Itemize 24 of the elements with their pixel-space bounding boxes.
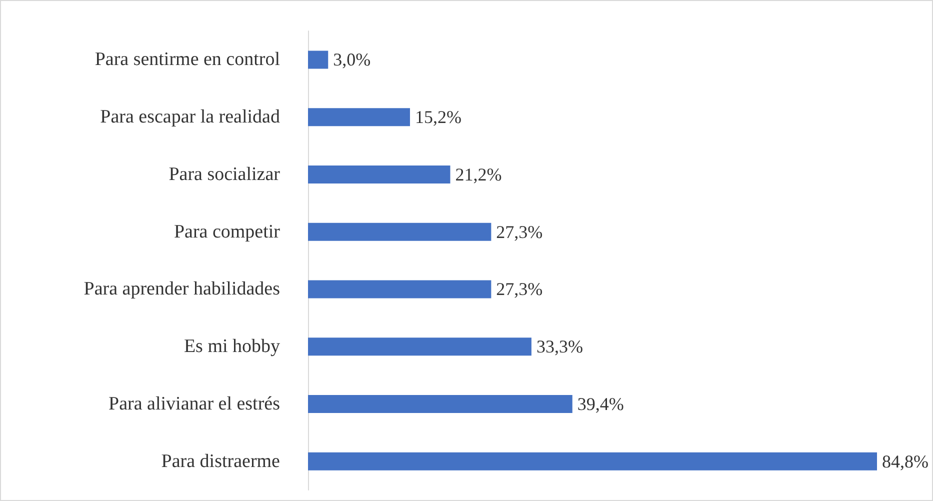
bar: [308, 165, 450, 184]
bar: [308, 394, 572, 413]
bar: [308, 108, 410, 126]
data-label: 33,3%: [536, 336, 583, 357]
data-label: 27,3%: [496, 279, 543, 300]
y-tick-label: Para competir: [174, 221, 281, 242]
y-tick-label: Para sentirme en control: [94, 49, 280, 70]
bar: [308, 50, 328, 69]
bar: [308, 452, 877, 470]
bar: [308, 280, 492, 298]
data-label: 15,2%: [414, 107, 462, 128]
y-tick-label: Es mi hobby: [184, 336, 280, 358]
bar: [308, 338, 532, 356]
data-label: 27,3%: [496, 222, 543, 242]
data-label: 21,2%: [455, 164, 502, 184]
y-tick-label: Para socializar: [168, 164, 281, 185]
data-label: 3,0%: [333, 50, 371, 70]
data-label: 39,4%: [577, 394, 624, 414]
y-tick-label: Para distraerme: [161, 450, 280, 472]
y-tick-label: Para alivianar el estrés: [108, 393, 280, 414]
y-tick-label: Para aprender habilidades: [84, 278, 280, 300]
data-label: 84,8%: [882, 451, 928, 472]
y-tick-label: Para escapar la realidad: [100, 106, 280, 128]
bar: [308, 222, 492, 241]
